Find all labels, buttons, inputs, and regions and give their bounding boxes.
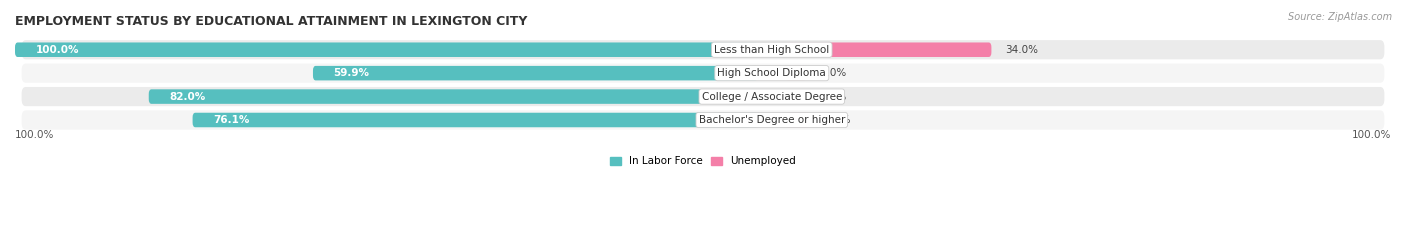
FancyBboxPatch shape — [786, 66, 806, 80]
Text: 4.1%: 4.1% — [824, 115, 851, 125]
Text: Bachelor's Degree or higher: Bachelor's Degree or higher — [699, 115, 845, 125]
FancyBboxPatch shape — [15, 42, 758, 57]
FancyBboxPatch shape — [786, 89, 806, 104]
Text: 0.0%: 0.0% — [820, 68, 846, 78]
Text: 100.0%: 100.0% — [15, 130, 55, 140]
FancyBboxPatch shape — [21, 87, 1385, 106]
FancyBboxPatch shape — [149, 89, 758, 104]
Text: Source: ZipAtlas.com: Source: ZipAtlas.com — [1288, 12, 1392, 22]
Text: 76.1%: 76.1% — [214, 115, 250, 125]
Legend: In Labor Force, Unemployed: In Labor Force, Unemployed — [606, 152, 800, 170]
Text: College / Associate Degree: College / Associate Degree — [702, 92, 842, 102]
FancyBboxPatch shape — [21, 64, 1385, 83]
FancyBboxPatch shape — [21, 40, 1385, 59]
Text: Less than High School: Less than High School — [714, 45, 830, 55]
Text: 34.0%: 34.0% — [1005, 45, 1038, 55]
FancyBboxPatch shape — [193, 113, 758, 127]
Text: 100.0%: 100.0% — [35, 45, 79, 55]
Text: 100.0%: 100.0% — [1351, 130, 1391, 140]
Text: 82.0%: 82.0% — [169, 92, 205, 102]
FancyBboxPatch shape — [786, 42, 991, 57]
FancyBboxPatch shape — [786, 113, 810, 127]
FancyBboxPatch shape — [314, 66, 758, 80]
FancyBboxPatch shape — [21, 110, 1385, 130]
Text: 59.9%: 59.9% — [333, 68, 370, 78]
Text: 0.0%: 0.0% — [820, 92, 846, 102]
Text: EMPLOYMENT STATUS BY EDUCATIONAL ATTAINMENT IN LEXINGTON CITY: EMPLOYMENT STATUS BY EDUCATIONAL ATTAINM… — [15, 15, 527, 28]
Text: High School Diploma: High School Diploma — [717, 68, 827, 78]
